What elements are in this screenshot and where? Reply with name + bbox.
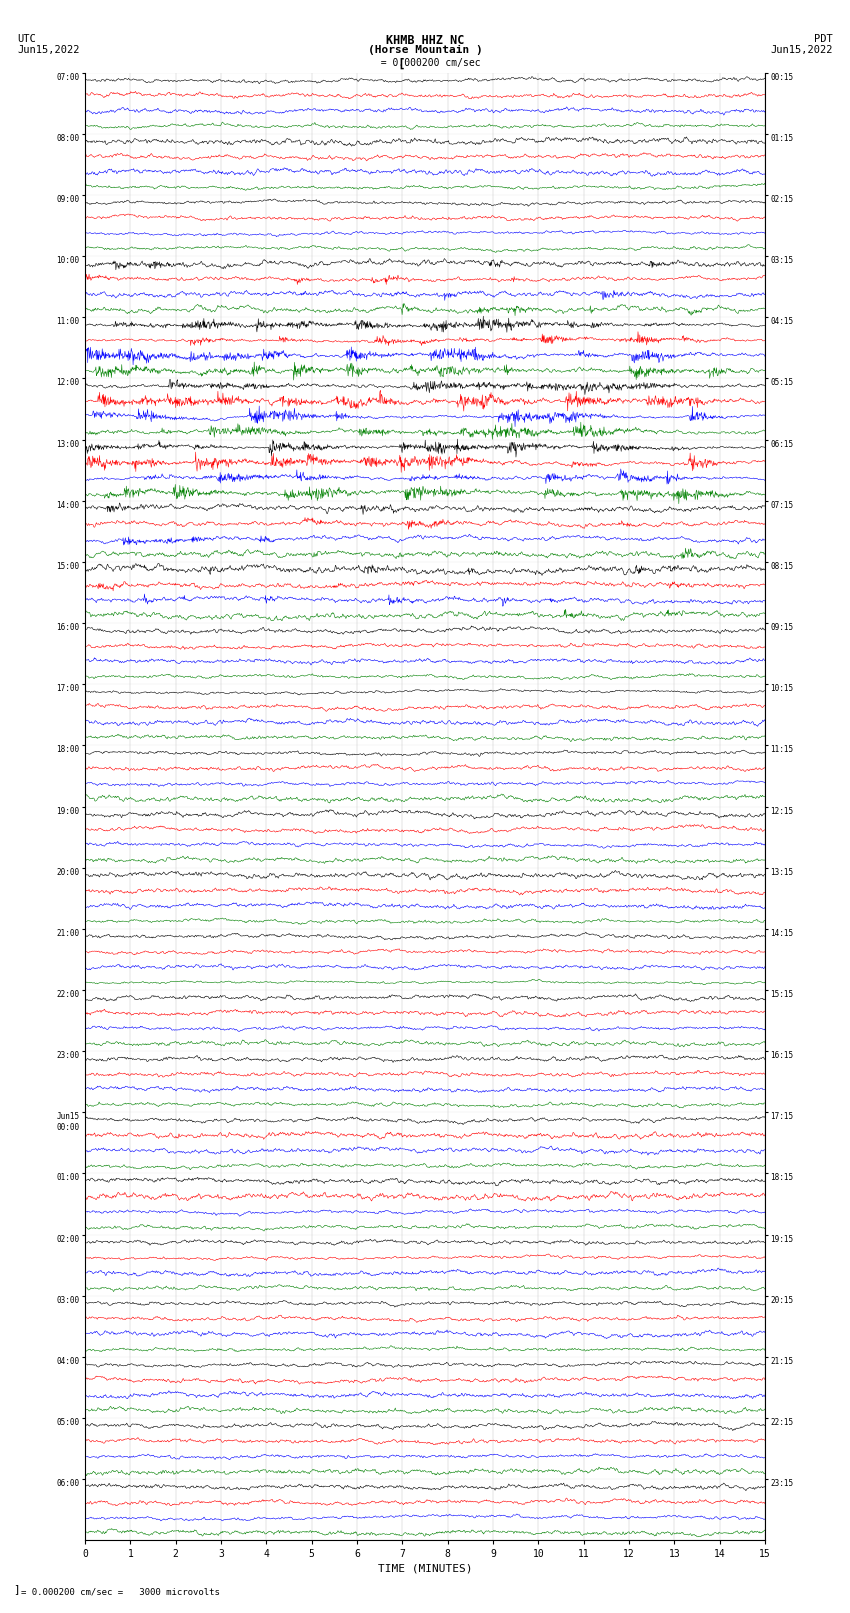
Text: KHMB HHZ NC: KHMB HHZ NC bbox=[386, 34, 464, 47]
Text: = 0.000200 cm/sec: = 0.000200 cm/sec bbox=[369, 58, 481, 68]
Text: Jun15,2022: Jun15,2022 bbox=[17, 45, 80, 55]
Text: ]: ] bbox=[13, 1584, 20, 1594]
Text: PDT: PDT bbox=[814, 34, 833, 44]
Text: [: [ bbox=[398, 58, 405, 71]
X-axis label: TIME (MINUTES): TIME (MINUTES) bbox=[377, 1563, 473, 1574]
Text: UTC: UTC bbox=[17, 34, 36, 44]
Text: = 0.000200 cm/sec =   3000 microvolts: = 0.000200 cm/sec = 3000 microvolts bbox=[21, 1587, 220, 1597]
Text: Jun15,2022: Jun15,2022 bbox=[770, 45, 833, 55]
Text: (Horse Mountain ): (Horse Mountain ) bbox=[367, 45, 483, 55]
